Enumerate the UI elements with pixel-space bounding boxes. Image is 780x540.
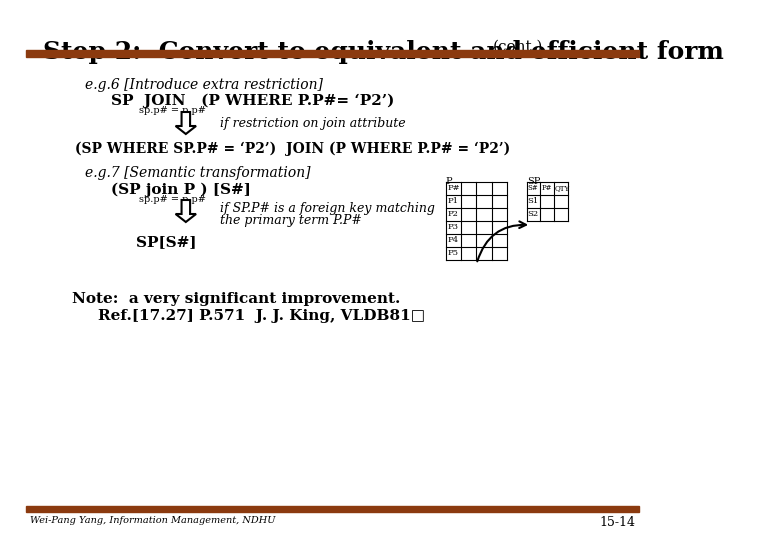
Text: e.g.6 [Introduce extra restriction]: e.g.6 [Introduce extra restriction] [85,78,323,92]
Text: sp.p# = p.p#: sp.p# = p.p# [139,106,206,115]
Text: P1: P1 [448,197,459,205]
Text: P5: P5 [448,249,459,257]
Text: P3: P3 [448,223,459,231]
Text: P#: P# [541,184,551,192]
Text: S2: S2 [527,210,539,218]
Text: the primary term P.P#: the primary term P.P# [220,214,362,227]
Text: if SP.P# is a foreign key matching: if SP.P# is a foreign key matching [220,202,434,215]
Text: (SP join P ) [S#]: (SP join P ) [S#] [111,183,250,198]
Text: Note:  a very significant improvement.: Note: a very significant improvement. [73,292,401,306]
Polygon shape [176,112,196,134]
Bar [26,50,640,57]
Text: sp.p# = p.p#: sp.p# = p.p# [139,195,206,204]
Text: (SP WHERE SP.P# = ‘P2’)  JOIN (P WHERE P.P# = ‘P2’): (SP WHERE SP.P# = ‘P2’) JOIN (P WHERE P.… [75,142,510,157]
Text: QTY: QTY [555,184,570,192]
Polygon shape [176,200,196,222]
Bar [26,506,640,512]
Text: SP[S#]: SP[S#] [136,235,197,249]
Text: Wei-Pang Yang, Information Management, NDHU: Wei-Pang Yang, Information Management, N… [30,516,275,525]
Text: P#: P# [448,184,460,192]
Text: S#: S# [527,184,538,192]
Text: (cont.): (cont.) [493,40,543,54]
Text: Step 2:  Convert to equivalent and efficient form: Step 2: Convert to equivalent and effici… [43,40,724,64]
Text: SP: SP [526,177,541,186]
Text: 15-14: 15-14 [599,516,635,529]
Text: P2: P2 [448,210,459,218]
Text: P: P [446,177,452,186]
Text: P4: P4 [448,236,459,244]
Text: if restriction on join attribute: if restriction on join attribute [220,117,406,130]
Text: Ref.[17.27] P.571  J. J. King, VLDB81□: Ref.[17.27] P.571 J. J. King, VLDB81□ [98,309,425,323]
Text: SP  JOIN   (P WHERE P.P#= ‘P2’): SP JOIN (P WHERE P.P#= ‘P2’) [111,94,394,109]
Text: S1: S1 [527,197,539,205]
Text: e.g.7 [Semantic transformation]: e.g.7 [Semantic transformation] [85,166,310,180]
